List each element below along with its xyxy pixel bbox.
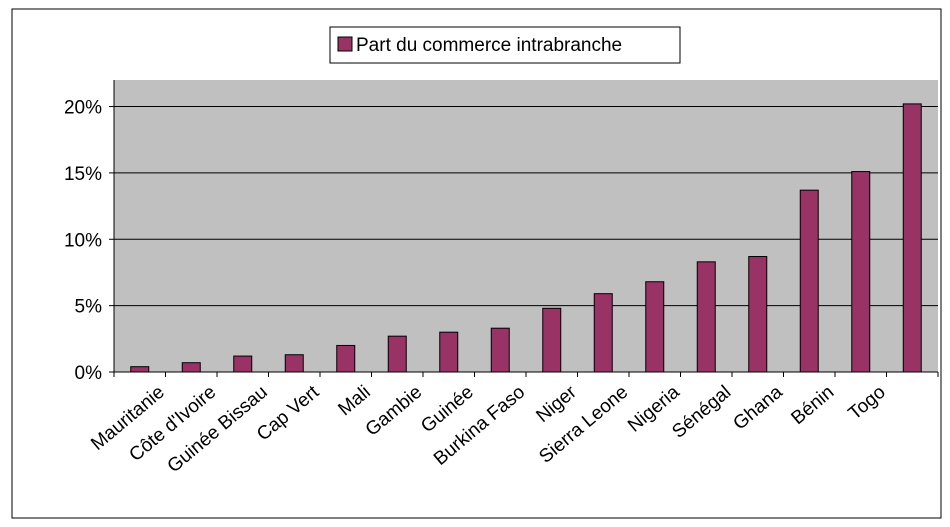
bar [336, 344, 356, 373]
legend-box [329, 26, 681, 64]
y-tick-label: 20% [64, 98, 102, 119]
y-tick-label: 15% [64, 164, 102, 185]
bar [387, 335, 407, 373]
bar [696, 261, 716, 373]
bar [284, 354, 304, 373]
bar [799, 189, 819, 373]
bar [748, 256, 768, 373]
bar [902, 103, 922, 373]
legend-swatch [337, 36, 353, 52]
bar [645, 281, 665, 373]
bar [130, 366, 150, 373]
bar [439, 331, 459, 373]
legend-label: Part du commerce intrabranche [356, 35, 622, 56]
y-tick-label: 5% [75, 297, 103, 318]
bar [542, 307, 562, 373]
y-tick-label: 0% [75, 363, 103, 384]
bar [233, 355, 253, 373]
bar [490, 327, 510, 373]
bar [593, 293, 613, 373]
bar [181, 362, 201, 373]
bar [851, 171, 871, 373]
y-tick-label: 10% [64, 230, 102, 251]
